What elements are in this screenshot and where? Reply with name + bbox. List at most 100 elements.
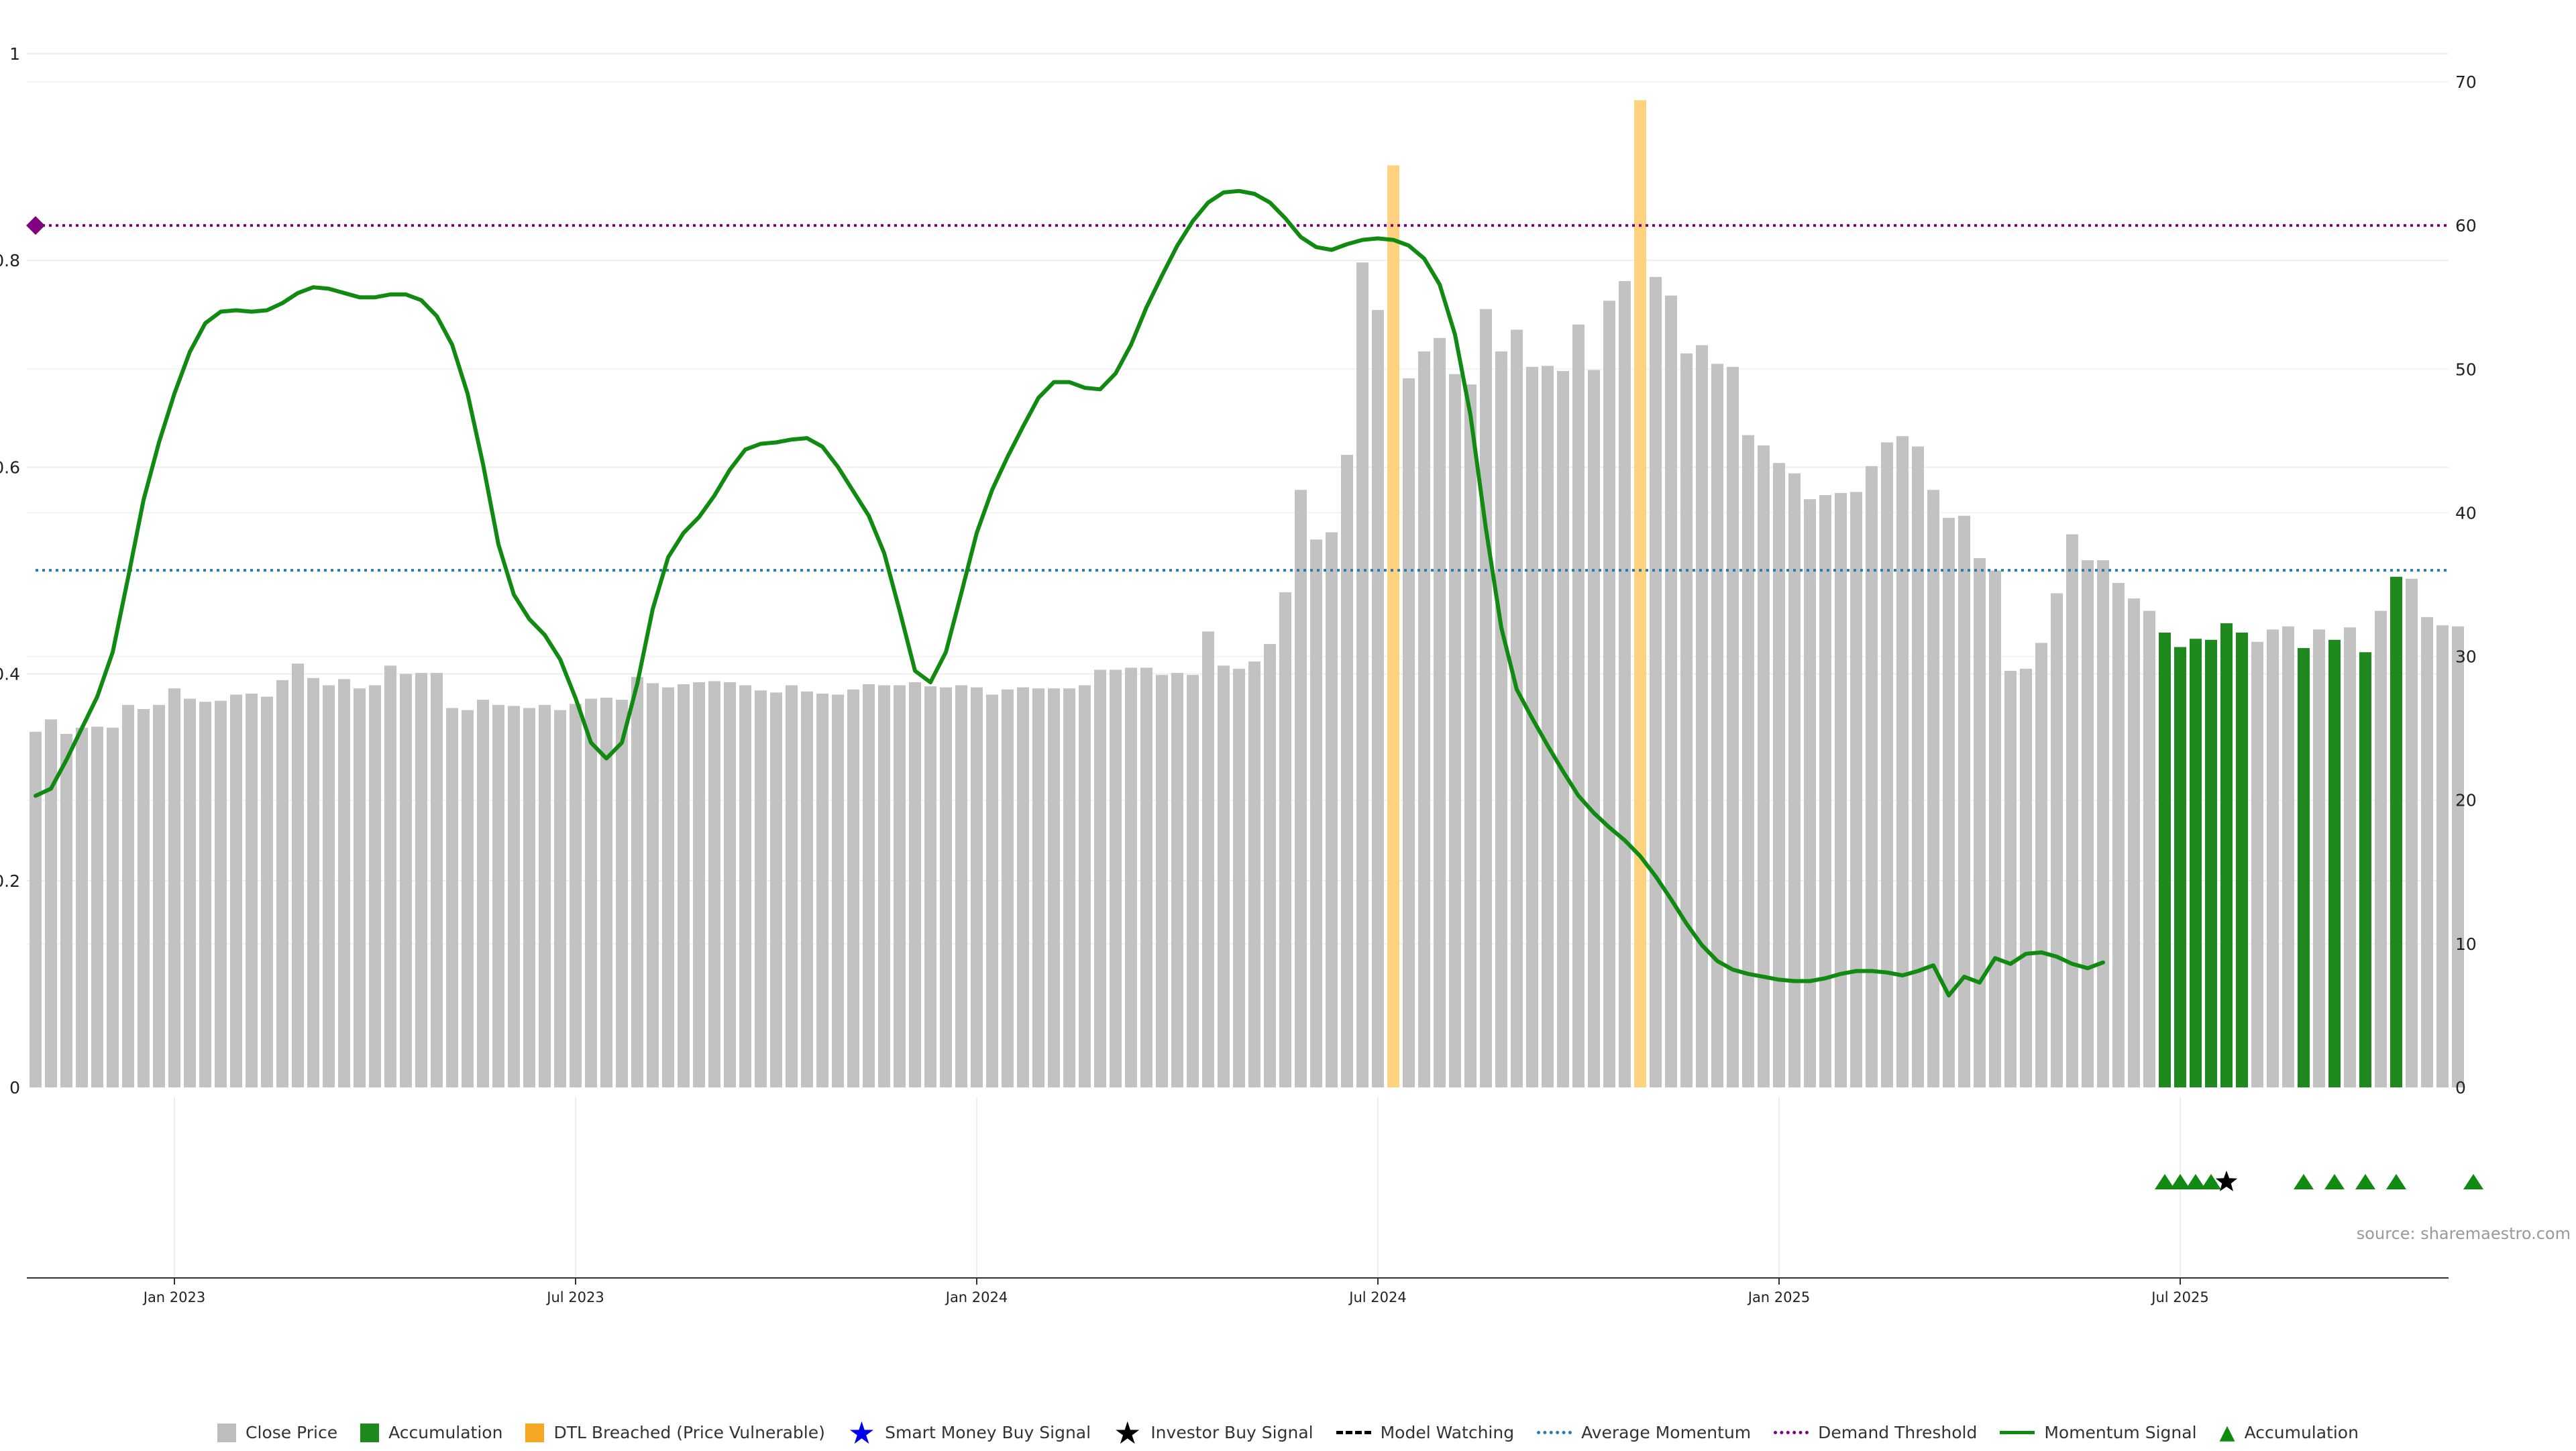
price-bar (1480, 309, 1492, 1088)
price-bar (2051, 593, 2063, 1087)
price-bar (554, 710, 566, 1087)
price-bar (138, 708, 150, 1087)
price-bar (539, 704, 551, 1087)
left-axis-tick-label: 0.4 (0, 665, 20, 684)
price-bar (1650, 276, 1662, 1088)
price-bar (2112, 582, 2125, 1087)
price-bar (1927, 490, 1939, 1087)
price-bar (863, 684, 875, 1087)
price-bar (199, 702, 211, 1087)
price-bar (986, 694, 998, 1087)
price-bar (1526, 366, 1538, 1087)
right-axis-tick-label: 30 (2455, 647, 2477, 667)
price-bar (1248, 661, 1260, 1087)
accumulation-marker (2355, 1174, 2375, 1189)
price-bar (1341, 454, 1353, 1087)
price-bar (2359, 652, 2371, 1087)
price-bar (1017, 687, 1029, 1087)
price-bar (462, 710, 474, 1087)
demand-threshold-marker (26, 216, 45, 235)
source-label: source: sharemaestro.com (2357, 1224, 2571, 1243)
price-bar (292, 663, 304, 1087)
legend-label: Momentum Signal (2044, 1423, 2197, 1442)
price-bar (924, 686, 936, 1087)
triangle-icon: ▲ (2219, 1421, 2235, 1444)
momentum-line-group (34, 189, 2105, 998)
price-bar (1187, 675, 1199, 1087)
price-bar (1326, 532, 1338, 1087)
price-bar (2406, 578, 2418, 1087)
price-bar (1634, 100, 1646, 1088)
price-bar (1804, 499, 1816, 1087)
price-bar (323, 685, 335, 1087)
price-bar (2066, 534, 2078, 1087)
price-bar (354, 688, 366, 1087)
investor-buy-signal-marker (2215, 1171, 2238, 1191)
price-bar (1233, 668, 1245, 1087)
price-bar (1079, 685, 1091, 1087)
legend-line-icon (1774, 1431, 1809, 1434)
price-bar (168, 688, 180, 1087)
price-bar (246, 693, 258, 1087)
price-bar (1542, 366, 1554, 1087)
price-bar (2220, 623, 2233, 1087)
star-icon: ★ (847, 1414, 876, 1451)
x-axis-tick-label: Jan 2024 (945, 1289, 1008, 1305)
price-bar (1295, 490, 1307, 1087)
accumulation-marker (2463, 1174, 2483, 1189)
price-bar (1588, 370, 1600, 1087)
legend-line-icon (2000, 1431, 2035, 1434)
right-axis-tick-label: 0 (2455, 1078, 2466, 1097)
x-axis-tick-label: Jul 2025 (2150, 1289, 2208, 1305)
left-axis-tick-label: 0.6 (0, 458, 20, 477)
price-bar (2190, 639, 2202, 1087)
price-bar (1727, 366, 1739, 1087)
price-bar (1572, 324, 1585, 1088)
legend-square-icon (525, 1423, 545, 1442)
price-bar (1788, 473, 1801, 1087)
axes: 1 0.8 0.6 0.4 0.2 0 70 60 50 40 30 20 10 0 Jan 2023 Jul… (0, 44, 2477, 1305)
price-bar (1696, 345, 1708, 1087)
legend-label: Close Price (246, 1423, 338, 1442)
price-bar (1819, 495, 1831, 1087)
legend-square-icon (217, 1423, 237, 1442)
price-bar (2375, 610, 2387, 1087)
price-bar (693, 682, 705, 1087)
momentum-signal-line (34, 189, 2105, 998)
price-bar (1665, 295, 1677, 1087)
accumulation-marker (2186, 1174, 2206, 1189)
price-bar (523, 708, 535, 1087)
price-bar (2128, 598, 2140, 1087)
legend-label: Model Watching (1380, 1423, 1515, 1442)
price-bar (739, 685, 751, 1087)
price-bar (1912, 446, 1924, 1087)
price-bar (1387, 165, 1399, 1088)
price-bar (338, 679, 350, 1087)
legend-item: Demand Threshold (1774, 1423, 1977, 1442)
price-bar (369, 685, 381, 1087)
price-bar (1773, 463, 1785, 1087)
price-bar (1356, 262, 1368, 1088)
x-axis-tick-label: Jan 2025 (1747, 1289, 1811, 1305)
price-bar (1511, 329, 1523, 1087)
legend-item: Accumulation (360, 1423, 502, 1442)
price-bar (1202, 631, 1214, 1087)
price-bar (1063, 688, 1075, 1087)
price-bar (2159, 632, 2171, 1087)
price-bar (1758, 445, 1770, 1087)
x-axis-tick-label: Jul 2024 (1348, 1289, 1406, 1305)
price-bar (45, 719, 57, 1087)
price-bar (122, 704, 134, 1087)
price-bar (832, 694, 844, 1087)
price-bar (1619, 281, 1631, 1087)
price-bar (1218, 665, 1230, 1087)
legend-label: Smart Money Buy Signal (885, 1423, 1091, 1442)
price-bar (2143, 610, 2155, 1087)
legend-label: Demand Threshold (1818, 1423, 1978, 1442)
price-bar (647, 683, 659, 1087)
price-bar (153, 704, 165, 1087)
price-bar (755, 690, 767, 1087)
price-bar (1989, 570, 2001, 1087)
price-bar (1048, 688, 1060, 1087)
price-bar (1464, 384, 1477, 1087)
